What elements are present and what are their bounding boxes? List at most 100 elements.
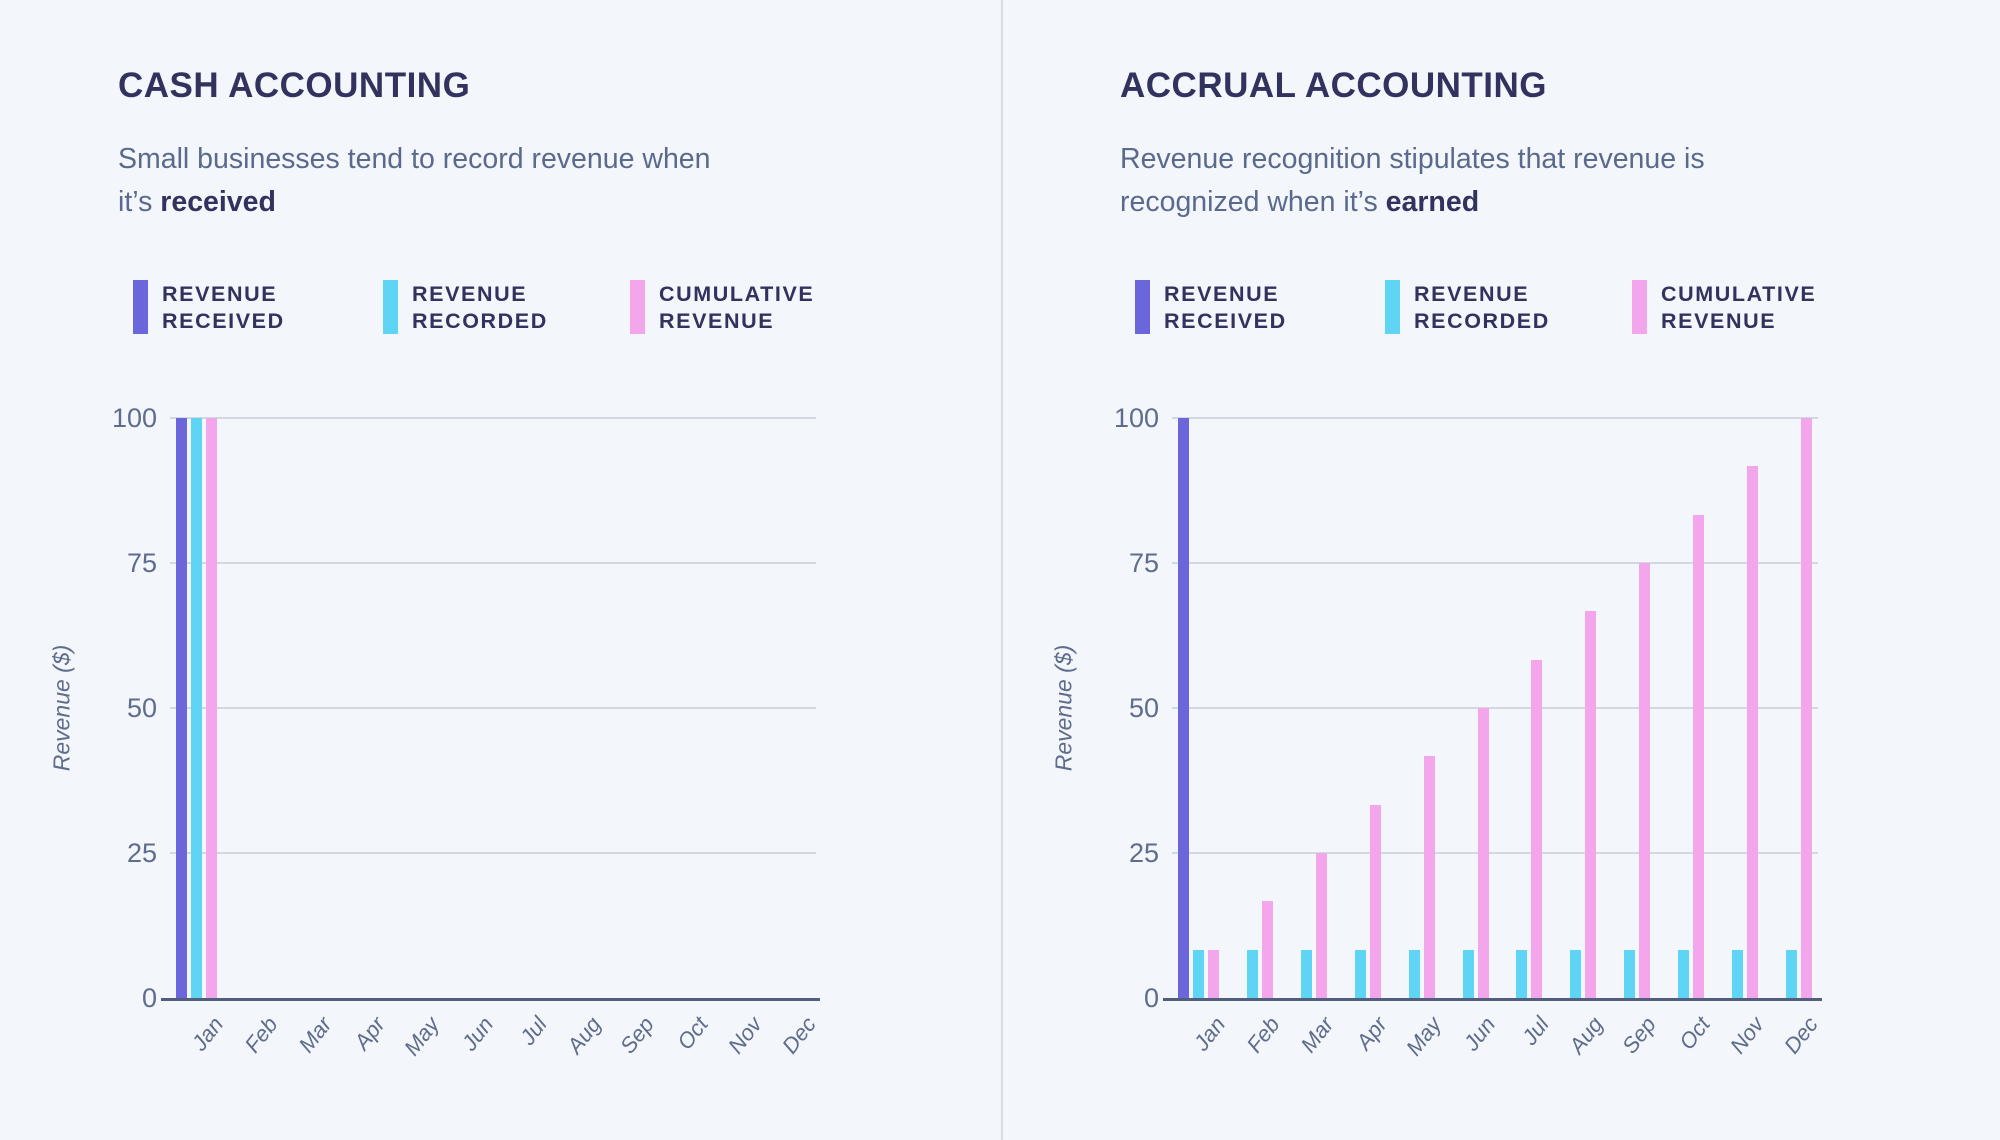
x-tick-label-oct: Oct xyxy=(672,1012,714,1055)
legend-swatch-cumulative-revenue xyxy=(1632,280,1647,334)
x-tick-label-may: May xyxy=(1400,1012,1446,1061)
x-tick-label-aug: Aug xyxy=(1563,1012,1608,1059)
bar-group-mar xyxy=(1286,418,1328,998)
gridline-25 xyxy=(1172,852,1818,854)
legend-label-line1: REVENUE xyxy=(1164,282,1280,306)
gridline-50 xyxy=(170,707,816,709)
bar-revenue-recorded-jan xyxy=(191,418,203,998)
bar-revenue-recorded-oct xyxy=(1677,949,1689,998)
bar-group-feb xyxy=(1232,418,1274,998)
cash-accounting-panel: CASH ACCOUNTING Small businesses tend to… xyxy=(0,66,1000,1060)
bar-group-nov xyxy=(1717,418,1758,998)
bar-revenue-recorded-apr xyxy=(1354,949,1366,998)
y-tick-label-25: 25 xyxy=(126,838,157,868)
bar-group-oct xyxy=(661,418,702,998)
x-tick-label-dec: Dec xyxy=(777,1012,821,1059)
bar-revenue-received-jan xyxy=(1178,418,1190,998)
gridline-100 xyxy=(170,417,816,419)
bar-group-jul xyxy=(1501,418,1543,998)
legend-label: REVENUE RECORDED xyxy=(1414,280,1550,335)
bar-revenue-recorded-sep xyxy=(1624,949,1636,998)
legend-item-revenue-received: REVENUE RECEIVED xyxy=(133,280,285,335)
x-tick-label-feb: Feb xyxy=(239,1012,283,1058)
y-tick-label-0: 0 xyxy=(1143,983,1159,1013)
bar-cumulative-revenue-sep xyxy=(1639,563,1651,998)
x-tick-label-jun: Jun xyxy=(1458,1012,1500,1056)
y-tick-label-50: 50 xyxy=(1128,693,1159,723)
bar-cumulative-revenue-aug xyxy=(1585,611,1597,998)
gridline-75 xyxy=(170,562,816,564)
legend-label-line1: REVENUE xyxy=(1414,282,1530,306)
bar-cumulative-revenue-apr xyxy=(1369,804,1381,998)
x-tick-label-jul: Jul xyxy=(1516,1012,1554,1050)
accrual-accounting-panel: ACCRUAL ACCOUNTING Revenue recognition s… xyxy=(1002,0,2000,1140)
bar-revenue-recorded-may xyxy=(1408,949,1420,998)
legend-label-line1: REVENUE xyxy=(162,282,278,306)
y-tick-label-100: 100 xyxy=(1113,403,1159,433)
x-tick-label-nov: Nov xyxy=(723,1012,767,1059)
x-tick-label-apr: Apr xyxy=(1351,1012,1393,1055)
y-tick-label-25: 25 xyxy=(1128,838,1159,868)
panel-divider xyxy=(1001,0,1003,1140)
legend-label-line2: REVENUE xyxy=(659,309,775,333)
subtitle-line1: Small businesses tend to record revenue … xyxy=(118,143,711,175)
x-tick-label-sep: Sep xyxy=(1617,1012,1662,1059)
legend-label-line1: CUMULATIVE xyxy=(659,282,815,306)
legend-swatch-revenue-recorded xyxy=(1385,280,1400,334)
panel-subtitle: Small businesses tend to record revenue … xyxy=(118,138,711,224)
x-axis-line xyxy=(161,998,820,1001)
x-tick-label-oct: Oct xyxy=(1674,1012,1716,1055)
chart-legend: REVENUE RECEIVED REVENUE RECORDED CUMULATI… xyxy=(0,280,1000,334)
x-tick-label-dec: Dec xyxy=(1779,1012,1823,1059)
x-tick-label-jan: Jan xyxy=(187,1012,229,1056)
bar-revenue-recorded-feb xyxy=(1247,949,1259,998)
y-tick-label-0: 0 xyxy=(141,983,157,1013)
x-tick-label-jul: Jul xyxy=(514,1012,552,1050)
bar-group-sep xyxy=(1609,418,1651,998)
bar-cumulative-revenue-jan xyxy=(1208,949,1220,998)
bar-group-may xyxy=(392,418,433,998)
bar-revenue-recorded-nov xyxy=(1731,949,1743,998)
accrual-accounting-chart: Revenue ($) 0 25 50 75 100 Jan Feb Mar Apr May Jun… xyxy=(1051,403,1823,1060)
legend-label: CUMULATIVE REVENUE xyxy=(659,280,814,335)
bar-revenue-received-jan xyxy=(176,418,188,998)
panel-subtitle: Revenue recognition stipulates that reve… xyxy=(1120,138,1705,224)
legend-label-line2: REVENUE xyxy=(1661,309,1777,333)
x-tick-label-sep: Sep xyxy=(615,1012,660,1059)
x-tick-label-nov: Nov xyxy=(1725,1012,1769,1059)
x-tick-label-jan: Jan xyxy=(1189,1012,1231,1056)
bar-group-dec xyxy=(769,418,810,998)
bar-group-jun xyxy=(1448,418,1489,998)
bar-group-oct xyxy=(1663,418,1704,998)
bar-group-sep xyxy=(607,418,648,998)
x-tick-label-apr: Apr xyxy=(349,1012,391,1055)
subtitle-bold-word: received xyxy=(160,186,276,218)
legend-item-revenue-recorded: REVENUE RECORDED xyxy=(1385,280,1550,335)
legend-swatch-cumulative-revenue xyxy=(630,280,645,334)
legend-label-line2: RECORDED xyxy=(412,309,548,333)
page-title-cash: CASH ACCOUNTING xyxy=(118,66,471,105)
bar-cumulative-revenue-mar xyxy=(1316,853,1328,998)
legend-swatch-revenue-received xyxy=(1135,280,1150,334)
x-tick-label-mar: Mar xyxy=(293,1012,337,1058)
chart-legend: REVENUE RECEIVED REVENUE RECORDED CUMULATI… xyxy=(1002,280,2000,334)
legend-item-revenue-recorded: REVENUE RECORDED xyxy=(383,280,548,335)
y-tick-label-75: 75 xyxy=(126,548,157,578)
x-tick-label-jun: Jun xyxy=(456,1012,498,1056)
bar-group-jul xyxy=(499,418,540,998)
bar-cumulative-revenue-feb xyxy=(1262,901,1274,998)
bar-revenue-recorded-dec xyxy=(1785,949,1797,998)
gridline-75 xyxy=(1172,562,1818,564)
cash-accounting-chart: Revenue ($) 0 25 50 75 100 Jan Feb Mar Apr May Jun… xyxy=(49,403,821,1060)
bar-group-may xyxy=(1394,418,1435,998)
plot-area: 0 25 50 75 100 Jan Feb Mar Apr May Jun Jul Aug Sep Oct… xyxy=(112,403,821,1060)
legend-swatch-revenue-received xyxy=(133,280,148,334)
legend-item-cumulative-revenue: CUMULATIVE REVENUE xyxy=(1632,280,1816,335)
gridline-100 xyxy=(1172,417,1818,419)
bar-group-dec xyxy=(1771,418,1812,998)
bar-cumulative-revenue-jun xyxy=(1477,708,1489,998)
bar-group-feb xyxy=(230,418,271,998)
legend-item-revenue-received: REVENUE RECEIVED xyxy=(1135,280,1287,335)
x-tick-label-feb: Feb xyxy=(1241,1012,1285,1058)
bar-group-nov xyxy=(715,418,756,998)
